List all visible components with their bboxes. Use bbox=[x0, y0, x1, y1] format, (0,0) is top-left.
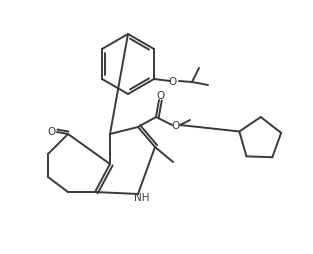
Text: O: O bbox=[172, 121, 180, 131]
Text: O: O bbox=[47, 126, 55, 136]
Text: O: O bbox=[169, 77, 177, 87]
Text: NH: NH bbox=[134, 192, 150, 202]
Text: O: O bbox=[157, 91, 165, 101]
